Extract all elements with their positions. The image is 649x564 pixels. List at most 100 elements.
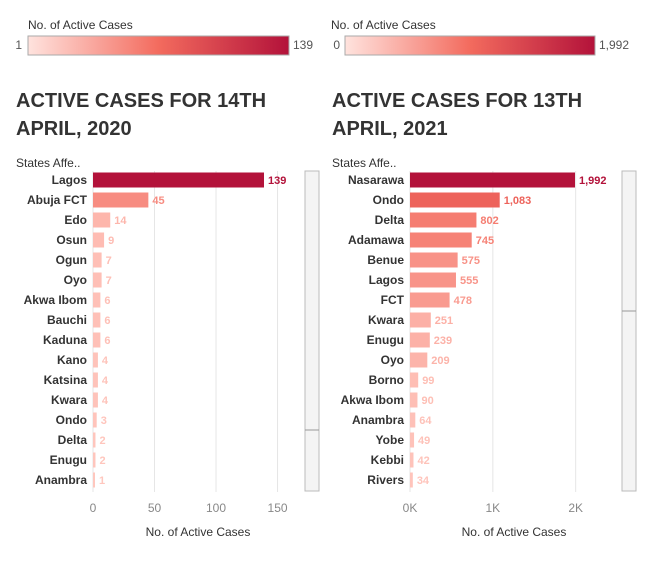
bar[interactable] <box>93 272 102 288</box>
category-label: Enugu <box>367 333 404 347</box>
x-tick-label-2020: 150 <box>268 501 288 515</box>
bar[interactable] <box>410 312 431 328</box>
bar[interactable] <box>93 232 105 248</box>
value-label: 6 <box>104 295 110 307</box>
bar-row-2020[interactable]: Osun 9 <box>56 232 114 248</box>
category-label: Yobe <box>376 433 405 447</box>
bar[interactable] <box>410 292 450 308</box>
category-label: Ogun <box>56 253 87 267</box>
value-label: 9 <box>108 235 114 247</box>
bar-row-2021[interactable]: Akwa Ibom 90 <box>341 392 434 408</box>
bar[interactable] <box>410 472 413 488</box>
bar-row-2021[interactable]: Anambra 64 <box>352 412 432 428</box>
category-label: Bauchi <box>47 313 87 327</box>
bar[interactable] <box>93 472 95 488</box>
category-label: Akwa Ibom <box>24 293 87 307</box>
bar[interactable] <box>93 352 98 368</box>
bar-row-2020[interactable]: Lagos 139 <box>52 172 287 188</box>
bar-row-2021[interactable]: Yobe 49 <box>376 432 431 448</box>
bar-row-2020[interactable]: Abuja FCT 45 <box>27 192 165 208</box>
bar[interactable] <box>410 452 414 468</box>
bar[interactable] <box>410 232 472 248</box>
bar-row-2021[interactable]: Kebbi 42 <box>371 452 430 468</box>
value-label: 2 <box>99 435 105 447</box>
bar-row-2020[interactable]: Ondo 3 <box>56 412 107 428</box>
bar[interactable] <box>93 452 96 468</box>
bar[interactable] <box>93 372 98 388</box>
category-label: Kaduna <box>43 333 87 347</box>
scrollbar-track-2020[interactable] <box>304 170 320 492</box>
bar-row-2020[interactable]: Edo 14 <box>64 212 127 228</box>
category-label: Rivers <box>367 473 404 487</box>
bar-row-2021[interactable]: Nasarawa 1,992 <box>348 172 607 188</box>
value-label: 2 <box>99 455 105 467</box>
color-legend-2021[interactable] <box>344 35 596 56</box>
category-label: Oyo <box>64 273 87 287</box>
bar[interactable] <box>93 192 149 208</box>
bar-row-2020[interactable]: Kaduna 6 <box>43 332 111 348</box>
bar[interactable] <box>93 212 111 228</box>
legend-max-label-2020: 139 <box>293 38 313 52</box>
bar-row-2021[interactable]: Enugu 239 <box>367 332 452 348</box>
category-label: Kwara <box>51 393 87 407</box>
bar-row-2021[interactable]: Rivers 34 <box>367 472 430 488</box>
bar[interactable] <box>410 172 575 188</box>
bar[interactable] <box>93 312 101 328</box>
bar[interactable] <box>410 432 415 448</box>
panel-2020: No. of Active Cases 1 139 ACTIVE CASES F… <box>15 18 320 539</box>
bar[interactable] <box>410 252 458 268</box>
bar-row-2021[interactable]: Delta 802 <box>375 212 499 228</box>
bar-row-2021[interactable]: Ondo 1,083 <box>373 192 532 208</box>
bar-row-2020[interactable]: Delta 2 <box>58 432 106 448</box>
x-tick-label-2021: 0K <box>403 501 418 515</box>
bar-row-2020[interactable]: Kano 4 <box>57 352 109 368</box>
category-label: Enugu <box>50 453 87 467</box>
x-tick-label-2020: 50 <box>148 501 162 515</box>
bar-row-2020[interactable]: Kwara 4 <box>51 392 109 408</box>
bar-row-2020[interactable]: Ogun 7 <box>56 252 112 268</box>
bar-row-2021[interactable]: Adamawa 745 <box>348 232 494 248</box>
bar[interactable] <box>410 352 428 368</box>
bar-row-2020[interactable]: Anambra 1 <box>35 472 105 488</box>
bar-row-2020[interactable]: Enugu 2 <box>50 452 106 468</box>
bar[interactable] <box>93 292 101 308</box>
bar[interactable] <box>410 412 416 428</box>
color-legend-2020[interactable] <box>27 35 290 56</box>
bar-row-2020[interactable]: Katsina 4 <box>44 372 109 388</box>
bar[interactable] <box>410 192 500 208</box>
bar[interactable] <box>93 252 102 268</box>
bar[interactable] <box>93 412 97 428</box>
legend-min-label-2020: 1 <box>15 38 22 52</box>
bar-row-2020[interactable]: Oyo 7 <box>64 272 112 288</box>
bar[interactable] <box>93 332 101 348</box>
bar-row-2021[interactable]: Kwara 251 <box>368 312 453 328</box>
bar[interactable] <box>410 372 419 388</box>
bar[interactable] <box>410 272 456 288</box>
bar[interactable] <box>93 392 98 408</box>
bar-row-2021[interactable]: FCT 478 <box>381 292 472 308</box>
value-label: 7 <box>106 255 112 267</box>
bar[interactable] <box>410 212 477 228</box>
category-label: Anambra <box>352 413 404 427</box>
bar[interactable] <box>93 172 264 188</box>
bar-row-2021[interactable]: Benue 575 <box>367 252 480 268</box>
category-label: Lagos <box>52 173 88 187</box>
bar-row-2021[interactable]: Lagos 555 <box>369 272 479 288</box>
value-label: 802 <box>480 215 498 227</box>
value-label: 478 <box>454 295 472 307</box>
category-label: Oyo <box>381 353 404 367</box>
bar-row-2020[interactable]: Akwa Ibom 6 <box>24 292 111 308</box>
x-tick-label-2020: 0 <box>90 501 97 515</box>
bar[interactable] <box>410 332 430 348</box>
value-label: 239 <box>434 335 452 347</box>
bar[interactable] <box>410 392 418 408</box>
bar-row-2020[interactable]: Bauchi 6 <box>47 312 111 328</box>
bar-row-2021[interactable]: Borno 99 <box>369 372 435 388</box>
x-tick-label-2021: 1K <box>485 501 500 515</box>
scrollbar-track-2021[interactable] <box>621 170 637 492</box>
bar-row-2021[interactable]: Oyo 209 <box>381 352 450 368</box>
category-label: Edo <box>64 213 87 227</box>
bar[interactable] <box>93 432 96 448</box>
legend-title-2020: No. of Active Cases <box>28 18 133 32</box>
